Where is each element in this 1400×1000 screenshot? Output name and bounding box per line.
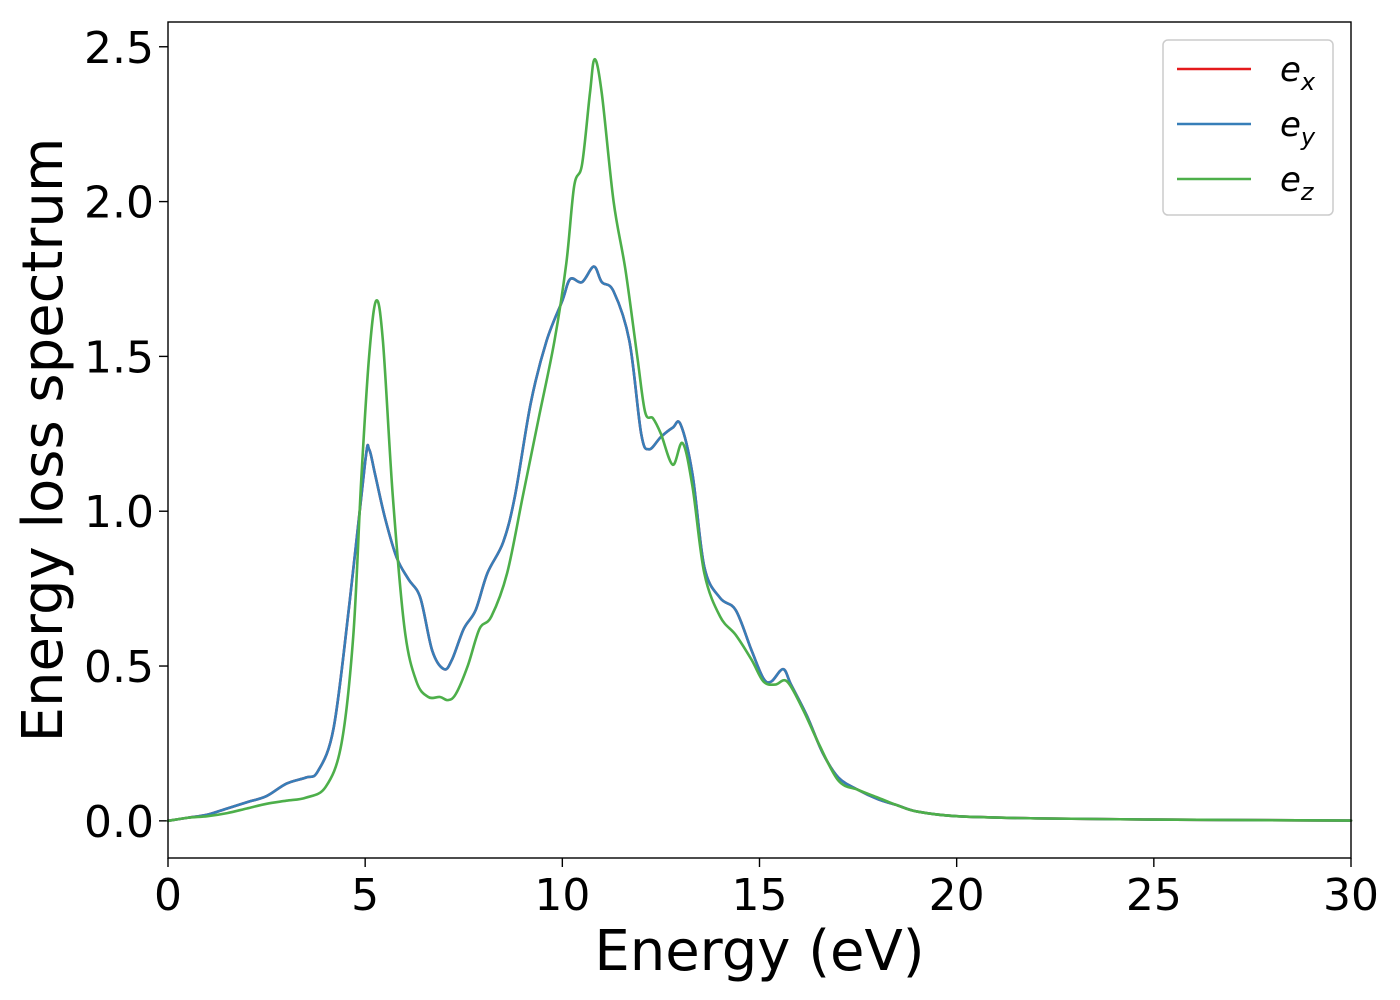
x-tick-label: 30 xyxy=(1323,870,1379,921)
legend-label-z: ez xyxy=(1280,160,1315,206)
y-tick-label: 2.5 xyxy=(84,23,154,74)
y-tick-label: 2.0 xyxy=(84,178,154,229)
x-tick-label: 20 xyxy=(929,870,985,921)
series-line-z xyxy=(166,57,1353,823)
x-tick-label: 5 xyxy=(351,870,379,921)
legend-frame xyxy=(1162,39,1334,216)
y-axis-ticks: 0.0 0.5 1.0 1.5 2.0 2.5 xyxy=(84,23,168,848)
x-tick-label: 0 xyxy=(154,870,182,921)
x-tick-label: 25 xyxy=(1126,870,1182,921)
y-tick-label: 1.0 xyxy=(84,487,154,538)
legend-label-y: ey xyxy=(1280,105,1316,151)
y-tick-label: 0.0 xyxy=(84,797,154,848)
plot-frame xyxy=(167,21,1352,859)
x-tick-label: 10 xyxy=(534,870,590,921)
x-axis-title: Energy (eV) xyxy=(594,919,924,984)
y-axis-title: Energy loss spectrum xyxy=(11,138,76,743)
x-tick-label: 15 xyxy=(732,870,788,921)
y-tick-label: 0.5 xyxy=(84,642,154,693)
legend-label-x: ex xyxy=(1280,50,1316,96)
x-axis-ticks: 0 5 10 15 20 25 30 xyxy=(154,858,1379,921)
y-tick-label: 1.5 xyxy=(84,332,154,383)
legend: ex ey ez xyxy=(1162,39,1334,216)
plot-lines xyxy=(166,57,1353,823)
